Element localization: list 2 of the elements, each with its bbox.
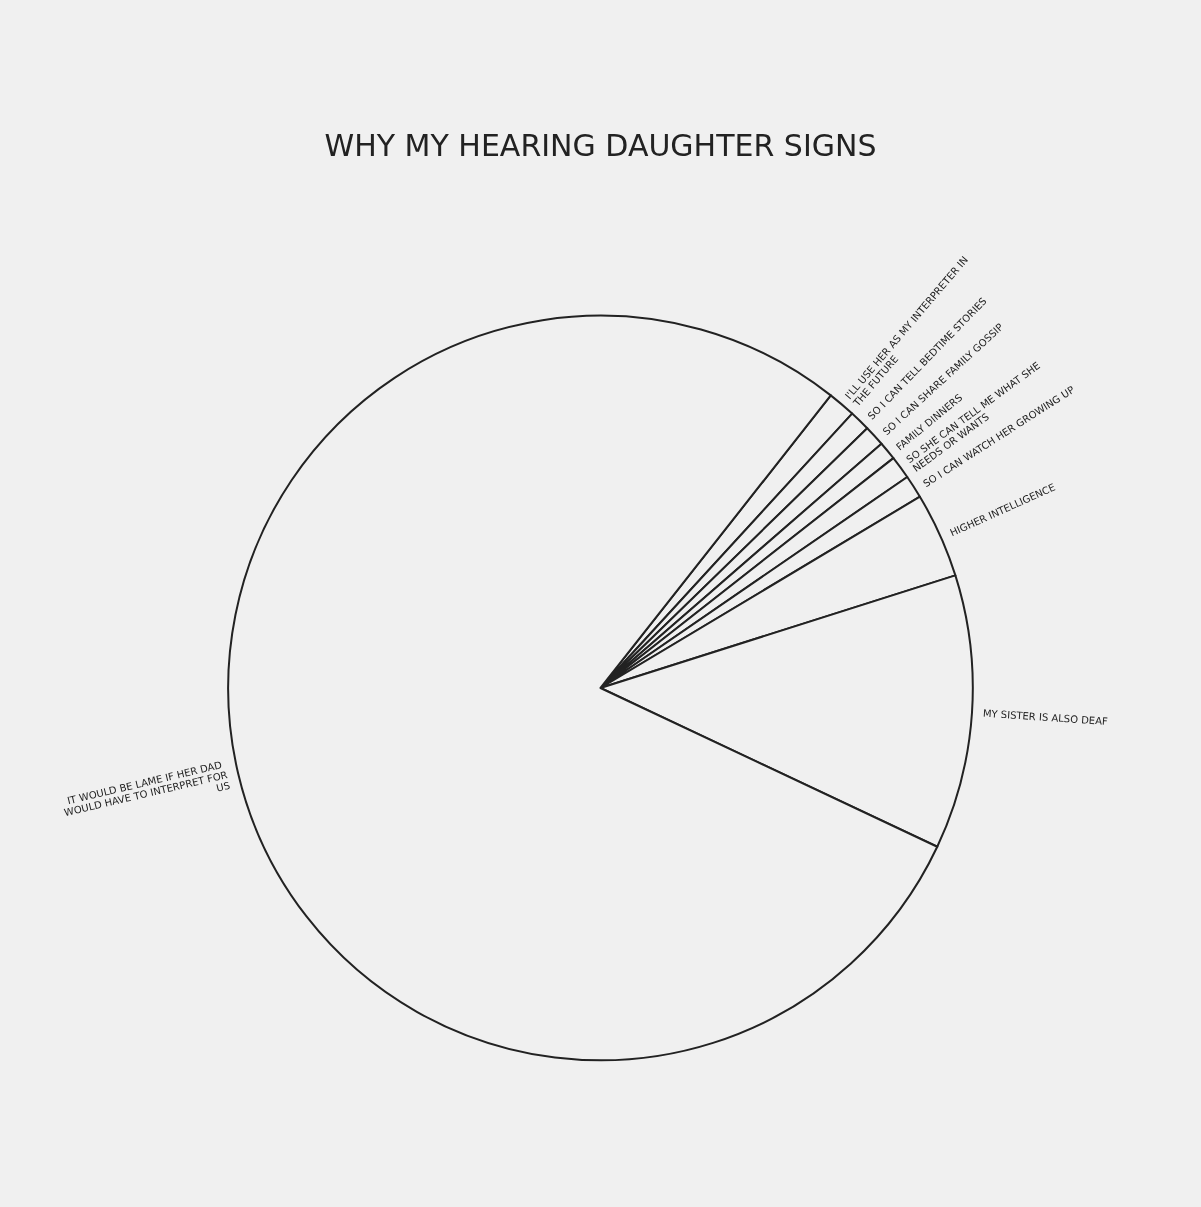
chart-title: WHY MY HEARING DAUGHTER SIGNS: [324, 127, 877, 163]
slice-label: MY SISTER IS ALSO DEAF: [982, 707, 1109, 727]
